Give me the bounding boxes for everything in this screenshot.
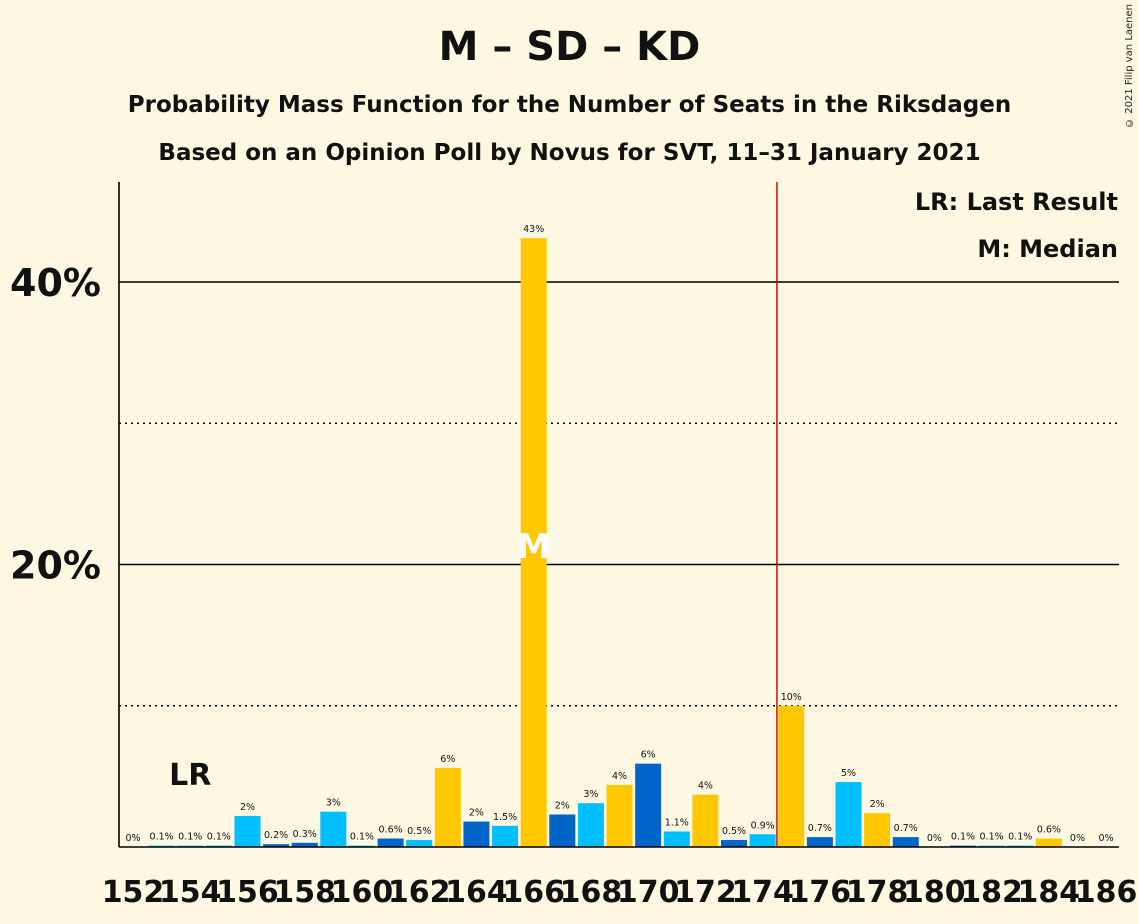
bar-label-158: 0.3%: [293, 829, 317, 840]
x-tick-label-172: 172: [674, 875, 737, 910]
bar-184: [1035, 838, 1062, 847]
bar-label-171: 1.1%: [665, 817, 689, 828]
bar-159: [320, 811, 347, 847]
bar-173: [721, 839, 748, 847]
bar-label-155: 0.1%: [207, 832, 231, 843]
x-tick-label-180: 180: [903, 875, 966, 910]
x-tick-label-154: 154: [159, 875, 222, 910]
bar-label-174: 0.9%: [751, 820, 775, 831]
bar-label-163: 6%: [440, 754, 455, 765]
legend-last-result: LR: Last Result: [915, 188, 1118, 216]
bar-label-156: 2%: [240, 802, 255, 813]
bar-166: [520, 238, 547, 847]
x-tick-label-162: 162: [388, 875, 451, 910]
x-tick-label-160: 160: [331, 875, 394, 910]
y-tick-label-20: 20%: [10, 544, 101, 588]
bar-label-180: 0%: [927, 833, 942, 844]
bar-label-154: 0.1%: [178, 832, 202, 843]
bar-label-175: 10%: [781, 692, 802, 703]
x-tick-label-168: 168: [560, 875, 623, 910]
chart-subtitle: Probability Mass Function for the Number…: [127, 92, 1012, 118]
bar-179: [892, 837, 919, 847]
bar-label-152: 0%: [125, 833, 140, 844]
x-tick-label-164: 164: [445, 875, 508, 910]
bar-163: [434, 767, 461, 847]
bar-164: [463, 821, 490, 847]
axes: 40%20%1521541561581601621641661681701721…: [10, 182, 1137, 910]
bar-161: [377, 838, 404, 847]
x-tick-label-184: 184: [1018, 875, 1081, 910]
chart-subtitle-2: Based on an Opinion Poll by Novus for SV…: [158, 140, 981, 166]
bar-label-160: 0.1%: [350, 832, 374, 843]
bar-172: [692, 794, 719, 847]
y-tick-label-40: 40%: [10, 261, 101, 305]
bar-label-165: 1.5%: [493, 812, 517, 823]
bar-label-172: 4%: [698, 781, 713, 792]
x-tick-label-158: 158: [273, 875, 336, 910]
bar-label-166: 43%: [523, 224, 544, 235]
bar-170: [635, 763, 662, 847]
bar-label-181: 0.1%: [951, 832, 975, 843]
bar-label-184: 0.6%: [1037, 825, 1061, 836]
annotations: LR M: [169, 182, 778, 847]
bar-168: [577, 803, 604, 847]
bar-178: [864, 813, 891, 847]
bar-label-176: 0.7%: [808, 823, 832, 834]
x-tick-label-170: 170: [617, 875, 680, 910]
bar-label-161: 0.6%: [379, 825, 403, 836]
x-tick-label-156: 156: [216, 875, 279, 910]
bar-label-157: 0.2%: [264, 830, 288, 841]
bar-label-159: 3%: [326, 798, 341, 809]
x-tick-label-176: 176: [789, 875, 852, 910]
grid-lines: [119, 281, 1119, 707]
bar-171: [663, 831, 690, 847]
bar-174: [749, 834, 776, 847]
x-tick-label-152: 152: [102, 875, 165, 910]
bar-165: [492, 825, 519, 847]
bar-177: [835, 782, 862, 847]
x-tick-label-182: 182: [960, 875, 1023, 910]
bar-label-170: 6%: [641, 750, 656, 761]
bar-169: [606, 784, 633, 847]
bar-label-182: 0.1%: [980, 832, 1004, 843]
bar-label-153: 0.1%: [150, 832, 174, 843]
bar-label-179: 0.7%: [894, 823, 918, 834]
bar-label-173: 0.5%: [722, 826, 746, 837]
x-tick-label-166: 166: [502, 875, 565, 910]
bar-156: [234, 815, 261, 847]
median-marker: M: [517, 527, 551, 567]
bar-label-169: 4%: [612, 771, 627, 782]
legend-median: M: Median: [977, 235, 1118, 263]
x-tick-label-178: 178: [846, 875, 909, 910]
bar-label-186: 0%: [1099, 833, 1114, 844]
bar-label-178: 2%: [870, 799, 885, 810]
bar-label-177: 5%: [841, 768, 856, 779]
bar-label-164: 2%: [469, 808, 484, 819]
bar-label-185: 0%: [1070, 833, 1085, 844]
bar-label-167: 2%: [555, 801, 570, 812]
bar-176: [806, 837, 833, 847]
bar-157: [263, 844, 290, 847]
bar-162: [406, 839, 433, 847]
bar-158: [291, 842, 318, 847]
bar-167: [549, 814, 576, 847]
bar-label-168: 3%: [583, 789, 598, 800]
bar-175: [778, 705, 805, 847]
bar-label-162: 0.5%: [407, 826, 431, 837]
bar-labels: 0% 0.1% 0.1% 0.1% 2% 0.2% 0.3% 3% 0.1% 0.6% 0.5% 6%…: [125, 224, 1113, 844]
bars: [148, 238, 1062, 847]
x-tick-label-186: 186: [1075, 875, 1138, 910]
x-tick-label-174: 174: [731, 875, 794, 910]
last-result-marker: LR: [169, 758, 211, 793]
bar-label-183: 0.1%: [1008, 832, 1032, 843]
chart-title: M – SD – KD: [438, 24, 701, 70]
